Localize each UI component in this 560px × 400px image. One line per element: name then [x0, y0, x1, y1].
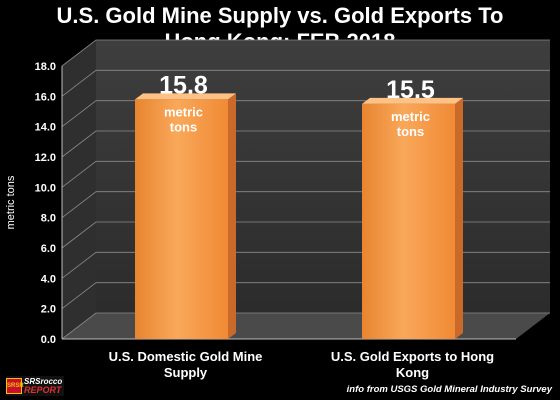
y-tick-label: 6.0: [41, 243, 56, 255]
x-category-label: Supply: [164, 365, 208, 380]
bar-side: [228, 93, 236, 339]
logo-line-1: SRSrocco: [24, 377, 63, 386]
bar-unit-label: tons: [170, 119, 197, 134]
bar-unit-label: metric: [391, 109, 430, 124]
y-tick-label: 12.0: [35, 152, 56, 164]
bar: [135, 93, 236, 339]
x-category-label: U.S. Domestic Gold Mine: [109, 349, 263, 364]
y-tick-label: 2.0: [41, 304, 56, 316]
y-tick-label: 14.0: [35, 122, 56, 134]
source-note: info from USGS Gold Mineral Industry Sur…: [346, 384, 552, 395]
bar: [362, 97, 463, 340]
chart-title-line-1: U.S. Gold Mine Supply vs. Gold Exports T…: [56, 3, 504, 28]
logo-line-2: REPORT: [24, 385, 62, 395]
bar-front: [135, 99, 228, 339]
logo-badge-icon: SRSR: [6, 378, 24, 394]
bar-value-label: 15.8: [159, 71, 208, 99]
plot-side-wall: [62, 40, 96, 339]
gridline: [61, 69, 550, 97]
y-axis-label: metric tons: [5, 175, 17, 229]
bar-side: [455, 97, 463, 340]
x-category-label: Kong: [396, 365, 429, 380]
y-tick-label: 0.0: [41, 334, 56, 346]
bar-unit-label: metric: [164, 104, 203, 119]
bar-front: [362, 103, 455, 340]
bar-top: [135, 93, 236, 100]
gridline: [61, 39, 550, 67]
bar-unit-label: tons: [397, 124, 424, 139]
bar-top: [362, 97, 463, 104]
y-tick-label: 8.0: [41, 213, 56, 225]
srsrocco-report-logo: SRSR SRSrocco REPORT: [6, 376, 64, 396]
y-tick-label: 4.0: [41, 273, 56, 285]
bar-value-label: 15.5: [386, 76, 435, 104]
y-tick-label: 18.0: [35, 61, 56, 73]
y-tick-label: 10.0: [35, 182, 56, 194]
x-category-label: U.S. Gold Exports to Hong: [331, 349, 494, 364]
y-tick-label: 16.0: [35, 91, 56, 103]
